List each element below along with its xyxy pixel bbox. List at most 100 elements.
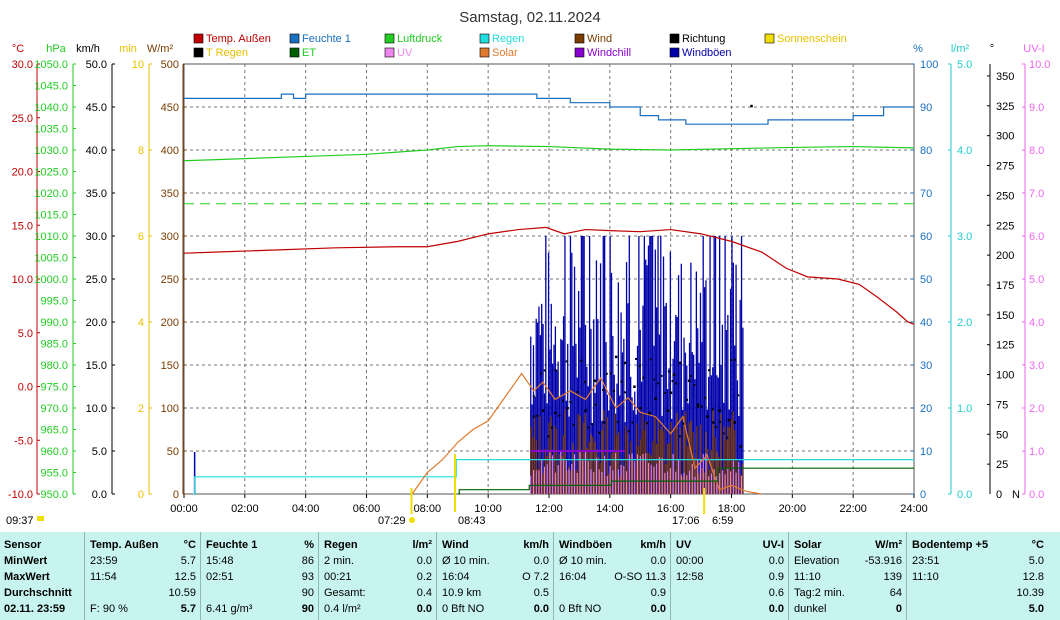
axis-tick-label-humidity: 60 [920,231,932,243]
table-cell-row: 0.9 [559,586,666,601]
cell-value: 0.0 [533,555,549,567]
direction-point [697,403,700,406]
axis-tick-label-temp: -5.0 [14,435,33,447]
axis-tick-label-uv: 5.0 [1029,274,1044,286]
cell-label: 0 Bft NO [559,603,602,615]
direction-point [565,360,568,363]
cell-label: 15:48 [206,555,234,567]
x-tick-label: 08:00 [414,503,442,515]
direction-point [540,372,543,375]
axis-tick-label-wind: 5.0 [92,446,107,458]
direction-point [737,394,740,397]
direction-point [675,382,678,385]
direction-point [609,372,612,375]
direction-point [554,411,557,415]
axis-tick-label-humidity: 80 [920,145,932,157]
table-cell-row: 6.41 g/m³ 90 [206,602,314,617]
direction-point [532,415,536,418]
direction-point [707,369,710,372]
axis-tick-label-pressure: 985.0 [40,339,68,351]
axis-tick-label-temp: 5.0 [18,328,33,340]
axis-tick-label-uv: 3.0 [1029,360,1044,372]
axis-tick-label-pressure: 1015.0 [34,210,68,222]
cell-value: 86 [301,555,314,567]
column-temp: Temp. Außen °C 23:59 5.7 11:54 12.5 10.59 F: 90… [86,532,200,620]
direction-point [718,420,721,423]
table-cell-row: 10.59 [90,586,196,601]
axis-tick-label-uv: 0.0 [1029,489,1044,501]
cell-label: Ø 10 min. [559,555,607,567]
table-cell-row: Gesamt: 0.4 [324,586,432,601]
axis-tick-label-direction: 25 [996,459,1008,471]
direction-point [704,396,707,399]
axis-tick-label-rain: 3.0 [957,231,972,243]
label-sensor: Sensor [4,539,42,551]
axis-tick-label-pressure: 965.0 [40,425,68,437]
table-cell-row: 16:04 O-SO 11.3 [559,570,666,585]
direction-point [727,418,730,422]
cell-label: 11:10 [794,571,821,583]
axis-tick-label-pressure: 1010.0 [34,231,68,243]
cell-value: -53.916 [864,555,902,567]
axis-tick-label-solar: 100 [161,403,179,415]
axis-tick-label-wind: 40.0 [86,145,107,157]
direction-point [733,358,736,361]
cell-value: 0.2 [416,571,432,583]
x-tick-label: 02:00 [231,503,259,515]
axis-tick-label-solar: 50 [167,446,179,458]
axis-tick-label-temp: -10.0 [8,489,33,501]
column-separator [553,532,554,620]
axis-tick-label-wind: 0.0 [92,489,107,501]
direction-point [653,378,656,381]
table-cell-row: Elevation -53.916 [794,554,902,569]
direction-point [733,421,737,424]
series-line-luftdruck [183,145,915,162]
direction-point [678,361,682,365]
axis-tick-label-solar: 450 [161,102,179,114]
column-solar: Solar W/m² Elevation -53.916 11:10 139 Tag:2 m… [790,532,906,620]
axis-tick-label-pressure: 1050.0 [34,59,68,71]
axis-tick-label-direction: 275 [996,161,1014,173]
axis-unit-solar: W/m² [147,43,174,55]
legend-label: Windchill [587,47,631,59]
row-labels: Sensor MinWert MaxWert Durchschnitt 02.1… [0,532,84,620]
direction-point [672,373,676,377]
axis-tick-label-direction: 100 [996,370,1014,382]
direction-point [554,369,557,372]
table-cell-row: 00:00 0.0 [676,554,784,569]
legend-swatch [384,33,395,44]
direction-point [667,370,670,373]
axis-tick-label-pressure: 995.0 [40,296,68,308]
cell-label: 12:58 [676,571,704,583]
direction-point [706,415,709,418]
legend-swatch [479,33,490,44]
table-cell-row: 5.0 [912,602,1044,617]
axis-tick-label-direction: 225 [996,220,1014,232]
legend-swatch [289,47,300,58]
axis-tick-label-wind: 15.0 [86,360,107,372]
table-cell-row: 16:04 O 7.2 [442,570,549,585]
column-header: Windböen km/h [559,538,666,553]
cell-label: 0.4 l/m² [324,603,361,615]
cell-label: 23:51 [912,555,940,567]
cell-value: 0.0 [533,603,549,615]
direction-point [700,405,703,408]
cell-label: Gesamt: [324,587,366,599]
cell-value: 0.0 [416,603,432,615]
axis-tick-label-uv: 4.0 [1029,317,1044,329]
direction-point [634,357,637,360]
direction-point [678,435,681,438]
axis-tick-label-sunshine: 0 [138,489,144,501]
cell-value: 0.0 [768,603,784,615]
axis-tick-label-direction: 250 [996,190,1014,202]
axis-unit-temp: °C [12,43,24,55]
direction-point [739,445,743,448]
direction-point [624,391,627,394]
axis-tick-label-solar: 350 [161,188,179,200]
axis-unit-uv: UV-I [1023,43,1044,55]
legend-swatch [479,47,490,58]
legend-swatch [764,33,775,44]
header-label: Solar [794,539,822,551]
header-label: Bodentemp +5 [912,539,989,551]
x-tick-label: 24:00 [900,503,928,515]
